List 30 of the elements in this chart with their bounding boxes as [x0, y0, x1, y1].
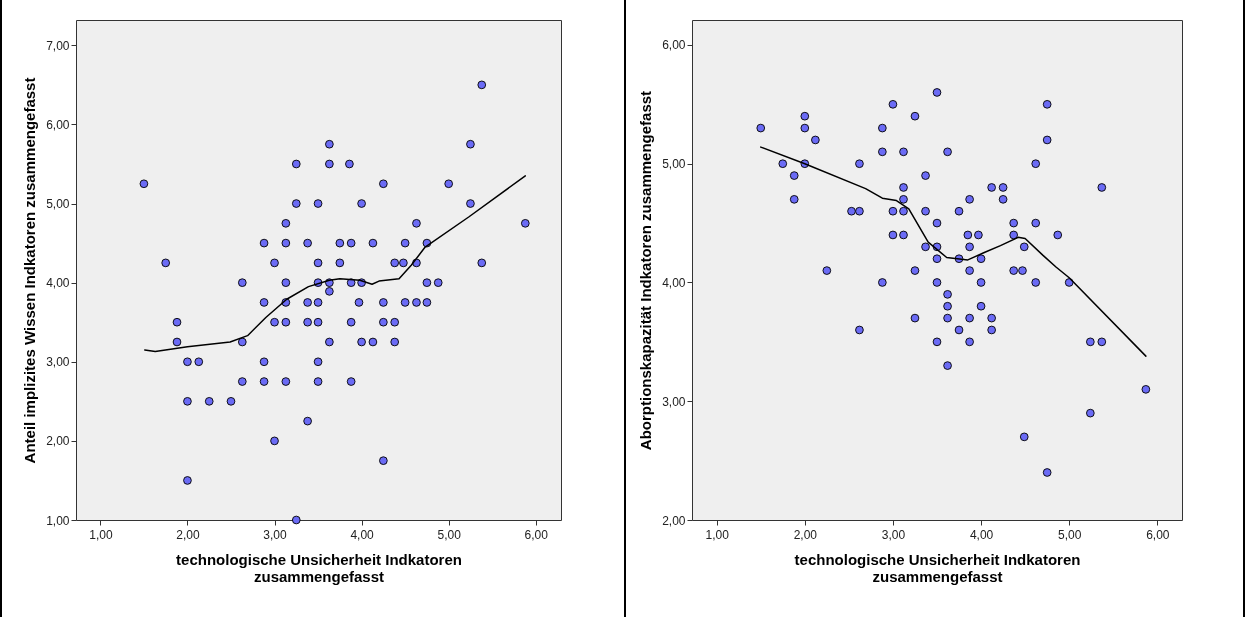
x-tick-label: 4,00 [969, 527, 994, 542]
y-axis-title: Aborptionskapazität Indkatoren zusammengefasst [636, 90, 654, 451]
x-tick-label: 5,00 [437, 527, 462, 542]
x-axis-title: technologische Unsicherheit Indkatoren zusammengefasst [176, 550, 462, 585]
x-tick-label: 6,00 [524, 527, 549, 542]
x-tick-label: 3,00 [263, 527, 288, 542]
x-tick-label: 4,00 [350, 527, 375, 542]
x-tick-label: 3,00 [881, 527, 905, 542]
y-tick-label: 4,00 [661, 275, 686, 290]
y-tick-label: 3,00 [661, 394, 686, 409]
line-series [144, 175, 527, 353]
x-tick-label: 2,00 [793, 527, 817, 542]
y-tick-label: 6,00 [46, 117, 70, 132]
x-tick-label: 1,00 [89, 527, 113, 542]
line-series [759, 146, 1147, 357]
y-tick-label: 5,00 [46, 197, 70, 212]
y-tick-label: 5,00 [661, 157, 686, 172]
y-tick-label: 3,00 [46, 355, 70, 370]
x-tick-label: 6,00 [1145, 527, 1170, 542]
y-tick-label: 2,00 [661, 513, 686, 528]
y-tick-label: 1,00 [46, 513, 70, 528]
x-tick-label: 2,00 [176, 527, 200, 542]
x-tick-label: 5,00 [1057, 527, 1082, 542]
y-axis-title: Anteil implizites Wissen Indkatoren zusammengefasst [21, 77, 39, 464]
y-tick-label: 4,00 [46, 276, 70, 291]
x-axis-title: technologische Unsicherheit Indkatoren zusammengefasst [794, 550, 1080, 585]
y-tick-label: 2,00 [46, 434, 70, 449]
x-tick-label: 1,00 [705, 527, 729, 542]
y-tick-label: 7,00 [46, 38, 70, 53]
y-tick-label: 6,00 [661, 38, 686, 53]
